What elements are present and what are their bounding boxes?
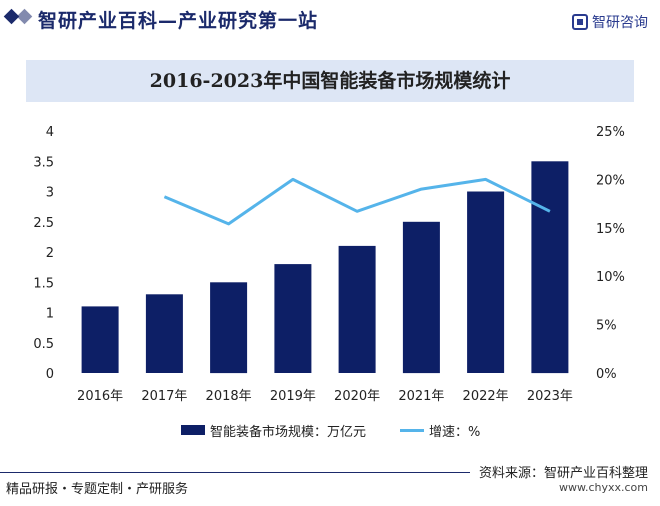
source-note: 资料来源：智研产业百科整理 bbox=[478, 466, 648, 481]
x-tick-label: 2018年 bbox=[206, 389, 252, 404]
x-tick-label: 2023年 bbox=[527, 389, 573, 404]
footer-divider bbox=[0, 472, 470, 473]
right-tick-label: 15% bbox=[596, 222, 625, 237]
legend-line-label: 增速：% bbox=[429, 425, 481, 440]
x-axis-ticks: 2016年 2017年 2018年 2019年 2020年 2021年 2022年 2023年 bbox=[77, 389, 573, 404]
legend-bar-label: 智能装备市场规模：万亿元 bbox=[210, 425, 367, 440]
left-tick-label: 3.5 bbox=[33, 155, 54, 170]
left-tick-label: 1 bbox=[46, 307, 54, 322]
growth-line-group bbox=[163, 177, 551, 226]
x-tick-label: 2019年 bbox=[270, 389, 316, 404]
legend-bar-swatch bbox=[181, 425, 205, 435]
left-tick-label: 0 bbox=[46, 367, 54, 382]
site-title: 智研产业百科—产业研究第一站 bbox=[38, 10, 319, 32]
bar bbox=[274, 264, 312, 373]
bar bbox=[402, 221, 440, 374]
footer-tagline: 精品研报・专题定制・产研服务 bbox=[6, 482, 189, 497]
top-bar: 智研产业百科—产业研究第一站 智研咨询 bbox=[0, 0, 660, 44]
left-tick-label: 2.5 bbox=[33, 216, 54, 231]
x-tick-label: 2021年 bbox=[398, 389, 444, 404]
legend-line-swatch bbox=[400, 429, 424, 432]
right-tick-label: 0% bbox=[596, 367, 617, 382]
x-tick-label: 2022年 bbox=[463, 389, 509, 404]
bar bbox=[210, 282, 248, 374]
left-tick-label: 1.5 bbox=[33, 276, 54, 291]
bar bbox=[145, 294, 183, 373]
growth-line bbox=[163, 177, 551, 226]
chart-title: 2016-2023年中国智能装备市场规模统计 bbox=[26, 60, 634, 102]
right-tick-label: 20% bbox=[596, 173, 625, 188]
brand-name: 智研咨询 bbox=[592, 15, 648, 31]
right-tick-label: 10% bbox=[596, 270, 625, 285]
source-url[interactable]: www.chyxx.com bbox=[558, 481, 648, 494]
left-tick-label: 3 bbox=[46, 186, 54, 201]
right-axis-ticks: 0% 5% 10% 15% 20% 25% bbox=[596, 125, 625, 382]
brand-logo-icon bbox=[572, 14, 588, 30]
bar bbox=[81, 306, 119, 373]
x-tick-label: 2016年 bbox=[77, 389, 123, 404]
left-tick-label: 0.5 bbox=[33, 337, 54, 352]
right-tick-label: 5% bbox=[596, 319, 617, 334]
left-tick-label: 2 bbox=[46, 246, 54, 261]
x-tick-label: 2017年 bbox=[141, 389, 187, 404]
left-axis-ticks: 0 0.5 1 1.5 2 2.5 3 3.5 4 bbox=[33, 125, 54, 382]
right-tick-label: 25% bbox=[596, 125, 625, 140]
bar bbox=[338, 245, 376, 373]
bar bbox=[467, 191, 505, 373]
bar bbox=[531, 161, 569, 374]
brand[interactable]: 智研咨询 bbox=[572, 12, 648, 32]
legend: 智能装备市场规模：万亿元 增速：% bbox=[0, 421, 660, 440]
market-size-chart: 0 0.5 1 1.5 2 2.5 3 3.5 4 0% 5% 10% 15% 20% 25% 2016年… bbox=[33, 125, 625, 404]
x-tick-label: 2020年 bbox=[334, 389, 380, 404]
diamond-logo-icon-secondary bbox=[16, 8, 33, 25]
left-tick-label: 4 bbox=[46, 125, 54, 140]
bars bbox=[81, 161, 569, 374]
